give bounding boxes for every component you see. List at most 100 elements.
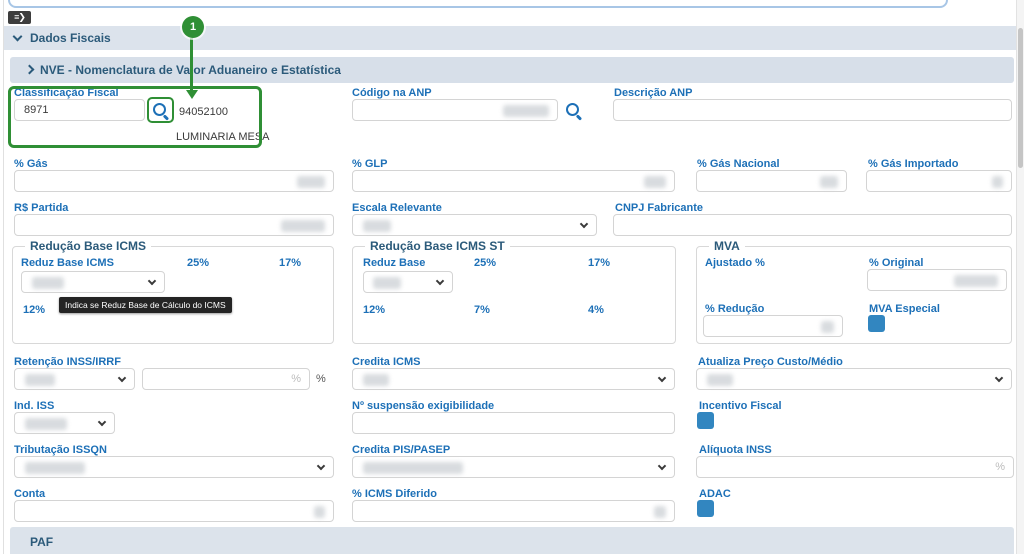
codigo-anp-input[interactable] xyxy=(352,99,558,121)
retencao-percent-input[interactable]: % xyxy=(142,368,310,390)
pct-12-label: 12% xyxy=(23,304,46,316)
mva-especial-checkbox[interactable] xyxy=(868,315,885,332)
n-suspensao-label: Nº suspensão exigibilidade xyxy=(352,400,495,412)
cnpj-fabricante-input[interactable] xyxy=(613,214,1012,236)
pct-glp-label: % GLP xyxy=(352,158,388,170)
panel-left-border xyxy=(3,0,4,554)
incentivo-fiscal-label: Incentivo Fiscal xyxy=(699,400,782,412)
credita-pis-label: Credita PIS/PASEP xyxy=(352,444,451,456)
classificacao-fiscal-label: Classificação Fiscal xyxy=(14,87,119,99)
mva-reducao-label: % Redução xyxy=(705,303,765,315)
mva-ajustado-label: Ajustado % xyxy=(705,257,765,269)
redacted-value xyxy=(25,374,55,386)
chevron-down-icon xyxy=(657,373,667,383)
chevron-right-icon xyxy=(24,64,35,75)
retencao-inss-irrf-label: Retenção INSS/IRRF xyxy=(14,356,121,368)
redacted-value xyxy=(373,277,401,289)
credita-pis-select[interactable] xyxy=(352,456,675,478)
redacted-value xyxy=(32,277,64,289)
pct-gas-importado-input[interactable] xyxy=(866,170,1012,192)
escala-relevante-select[interactable] xyxy=(352,214,597,236)
annotation-step-badge: 1 xyxy=(182,16,204,38)
section-header-paf[interactable]: PAF xyxy=(10,527,1014,554)
redacted-value xyxy=(363,220,391,232)
atualiza-preco-select[interactable] xyxy=(696,368,1012,390)
percent-suffix: % xyxy=(316,373,326,385)
tooltip: Indica se Reduz Base de Cálculo do ICMS xyxy=(59,297,232,313)
codigo-anp-label: Código na ANP xyxy=(352,87,432,99)
sidebar-toggle-button[interactable]: ≡❯ xyxy=(8,11,31,24)
section-title: Dados Fiscais xyxy=(30,31,111,45)
group-reducao-base-icms-st: Redução Base ICMS ST Reduz Base 25% 17% … xyxy=(352,239,676,344)
redacted-value xyxy=(954,275,998,287)
group-legend: Redução Base ICMS xyxy=(25,239,152,253)
pct-12-label: 12% xyxy=(363,304,386,316)
mva-original-input[interactable] xyxy=(867,269,1007,291)
group-legend: MVA xyxy=(709,239,745,253)
menu-arrow-icon: ≡❯ xyxy=(14,12,26,22)
tributacao-issqn-select[interactable] xyxy=(14,456,334,478)
ncm-description: LUMINARIA MESA xyxy=(176,131,270,143)
section-header-dados-fiscais[interactable]: Dados Fiscais xyxy=(4,26,1016,50)
adac-checkbox[interactable] xyxy=(697,500,714,517)
retencao-select[interactable] xyxy=(14,368,135,390)
chevron-down-icon xyxy=(12,31,23,42)
mva-especial-label: MVA Especial xyxy=(869,303,940,315)
redacted-value xyxy=(820,176,838,188)
pct-gas-nacional-input[interactable] xyxy=(696,170,847,192)
anp-search-icon[interactable] xyxy=(564,101,584,121)
conta-input[interactable] xyxy=(14,500,334,522)
chevron-down-icon xyxy=(97,417,107,427)
ind-iss-select[interactable] xyxy=(14,412,115,434)
classificacao-fiscal-input[interactable]: 8971 xyxy=(14,99,145,121)
top-panel-edge xyxy=(8,0,948,8)
descricao-anp-input[interactable] xyxy=(613,99,1012,121)
n-suspensao-input[interactable] xyxy=(352,412,675,434)
annotation-arrow-line xyxy=(190,38,193,91)
group-mva: MVA Ajustado % % Original % Redução MVA … xyxy=(696,239,1012,344)
mva-reducao-input[interactable] xyxy=(703,315,843,337)
pct-4-label: 4% xyxy=(588,304,604,316)
adac-label: ADAC xyxy=(699,488,731,500)
percent-placeholder: % xyxy=(291,373,301,385)
reduz-base-icms-label: Reduz Base ICMS xyxy=(21,257,114,269)
chevron-down-icon xyxy=(657,461,667,471)
pct-gas-importado-label: % Gás Importado xyxy=(868,158,959,170)
annotation-highlight-small xyxy=(147,97,174,123)
tributacao-issqn-label: Tributação ISSQN xyxy=(14,444,107,456)
rs-partida-input[interactable] xyxy=(14,214,334,236)
aliquota-inss-input[interactable]: % xyxy=(696,456,1014,478)
chevron-down-icon xyxy=(117,373,127,383)
incentivo-fiscal-checkbox[interactable] xyxy=(697,412,714,429)
scrollbar-track[interactable] xyxy=(1016,0,1024,554)
redacted-value xyxy=(503,105,549,117)
group-reducao-base-icms: Redução Base ICMS Reduz Base ICMS 25% 17… xyxy=(12,239,334,344)
icms-diferido-label: % ICMS Diferido xyxy=(352,488,437,500)
section-header-nve[interactable]: NVE - Nomenclatura de Valor Aduaneiro e … xyxy=(10,57,1014,83)
redacted-value xyxy=(25,462,85,474)
pct-gas-nacional-label: % Gás Nacional xyxy=(697,158,780,170)
reduz-base-label: Reduz Base xyxy=(363,257,426,269)
redacted-value xyxy=(363,374,389,386)
redacted-value xyxy=(297,176,325,188)
credita-icms-select[interactable] xyxy=(352,368,675,390)
ncm-code: 94052100 xyxy=(179,106,228,118)
reduz-base-select[interactable] xyxy=(363,271,453,293)
redacted-value xyxy=(707,374,733,386)
redacted-value xyxy=(654,506,666,518)
redacted-value xyxy=(992,176,1003,188)
classificacao-fiscal-value: 8971 xyxy=(24,104,49,116)
percent-placeholder: % xyxy=(995,461,1005,473)
scrollbar-thumb[interactable] xyxy=(1018,28,1023,168)
icms-diferido-input[interactable] xyxy=(352,500,675,522)
redacted-value xyxy=(314,506,325,518)
pct-glp-input[interactable] xyxy=(352,170,675,192)
paf-section-title: PAF xyxy=(30,535,54,549)
redacted-value xyxy=(281,220,325,232)
mva-original-label: % Original xyxy=(869,257,924,269)
pct-gas-input[interactable] xyxy=(14,170,334,192)
search-icon[interactable] xyxy=(151,101,171,121)
redacted-value xyxy=(644,176,666,188)
reduz-base-icms-select[interactable] xyxy=(21,271,165,293)
